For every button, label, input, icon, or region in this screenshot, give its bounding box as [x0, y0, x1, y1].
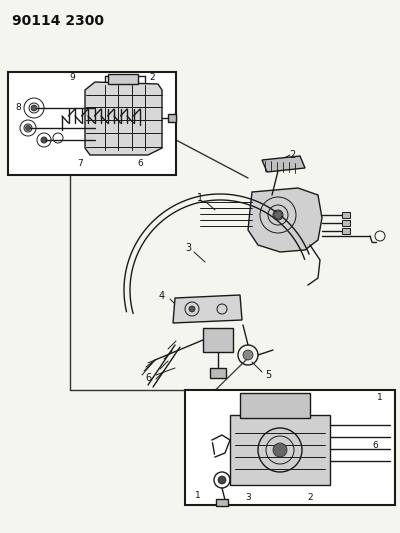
Text: 6: 6 [372, 440, 378, 449]
FancyArrowPatch shape [212, 443, 214, 454]
Text: 8: 8 [15, 103, 21, 112]
Circle shape [243, 350, 253, 360]
Polygon shape [173, 295, 242, 323]
Text: 90114 2300: 90114 2300 [12, 14, 104, 28]
Text: 5: 5 [265, 370, 271, 380]
Text: 1: 1 [195, 490, 201, 499]
Text: 1: 1 [197, 193, 203, 203]
Text: 6: 6 [137, 158, 143, 167]
Text: 2: 2 [149, 74, 155, 83]
Bar [342, 228, 350, 234]
Text: 3: 3 [245, 492, 251, 502]
Polygon shape [248, 188, 322, 252]
Circle shape [189, 306, 195, 312]
Bar [240, 393, 310, 418]
Text: 6: 6 [145, 373, 151, 383]
Text: 2: 2 [307, 492, 313, 502]
Bar [210, 368, 226, 378]
Bar [108, 74, 138, 84]
Text: 1: 1 [377, 393, 383, 402]
Bar [203, 328, 233, 352]
Circle shape [218, 476, 226, 484]
Bar [185, 390, 395, 505]
Circle shape [26, 125, 30, 131]
Bar [342, 220, 350, 226]
Bar [342, 212, 350, 218]
Text: 4: 4 [159, 291, 165, 301]
Bar [168, 114, 176, 122]
Circle shape [42, 138, 46, 142]
Bar [8, 72, 176, 175]
Polygon shape [85, 82, 162, 155]
Circle shape [274, 211, 282, 219]
Bar [216, 499, 228, 506]
Text: 7: 7 [77, 158, 83, 167]
Circle shape [31, 105, 37, 111]
Circle shape [273, 443, 287, 457]
Polygon shape [262, 156, 305, 172]
Text: 9: 9 [69, 74, 75, 83]
Bar [230, 415, 330, 485]
Text: 2: 2 [289, 150, 295, 160]
Text: 3: 3 [185, 243, 191, 253]
